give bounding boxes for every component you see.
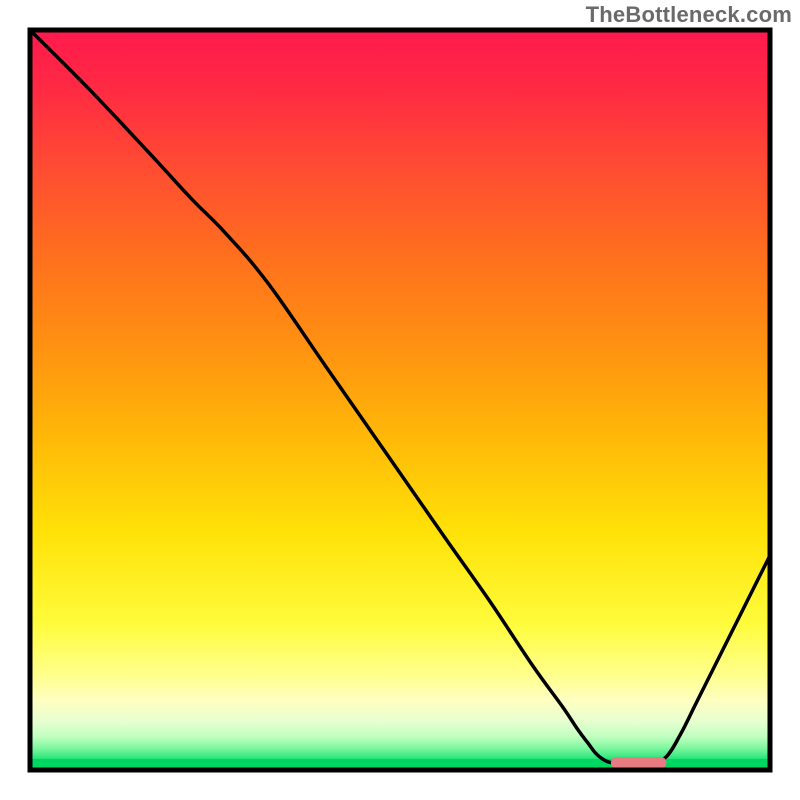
plot-area [30,30,770,770]
bottleneck-chart: TheBottleneck.com [0,0,800,800]
sweet-spot-marker [611,757,667,768]
gradient-background [30,30,770,770]
watermark-label: TheBottleneck.com [586,2,792,28]
chart-canvas [0,0,800,800]
